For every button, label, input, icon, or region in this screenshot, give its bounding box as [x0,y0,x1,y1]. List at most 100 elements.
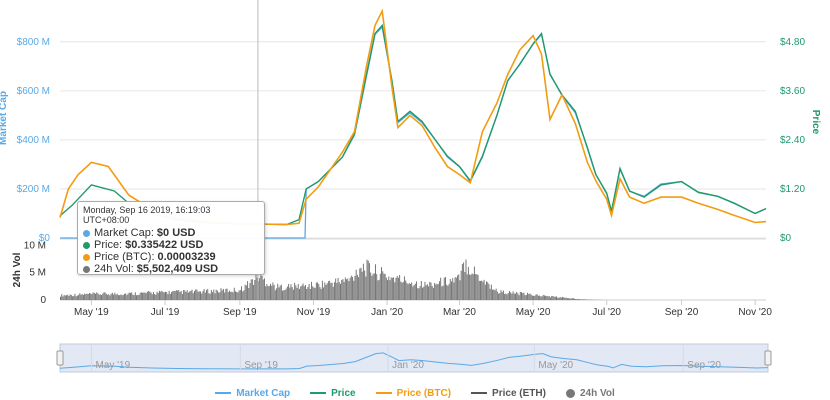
volume-bar [489,288,491,300]
volume-bar [273,284,275,300]
navigator-left-handle[interactable] [56,350,64,366]
volume-bar [393,277,395,300]
volume-bar [94,293,96,300]
volume-bar [132,294,134,300]
volume-bar [368,263,370,300]
volume-bar [104,292,106,300]
volume-bar [569,298,571,300]
navigator-right-handle[interactable] [764,350,772,366]
volume-bar [221,290,223,300]
volume-bar [314,287,316,300]
volume-bar [154,294,156,300]
legend-item-price[interactable]: Price [310,386,356,400]
volume-bar [378,279,380,300]
tooltip-row-price: Price: $0.335422 USD [83,239,259,251]
volume-bar [140,292,142,300]
volume-bar [506,294,508,300]
volume-bar [247,281,249,300]
legend-item-price_btc[interactable]: Price (BTC) [375,386,451,400]
volume-bar [204,292,206,300]
volume-bar [283,290,285,300]
volume-bar [101,295,103,300]
range-navigator[interactable]: May '19 Sep '19 Jan '20 May '20 Sep '20 [56,343,772,373]
tooltip-row-label: Price (BTC): [94,251,155,263]
volume-bar [129,292,131,300]
volume-bar [338,282,340,300]
volume-bar [453,282,455,300]
legend-item-volume[interactable]: 24h Vol [565,386,615,400]
volume-bar [120,294,122,300]
volume-bar [292,289,294,300]
volume-bar [523,292,525,300]
volume-bar [493,289,495,300]
volume-bar [554,296,556,300]
volume-bar [142,292,144,300]
volume-bar [62,296,64,300]
volume-bar [249,283,251,300]
volume-bar [389,280,391,300]
volume-bar [203,289,205,300]
volume-bar [308,283,310,300]
x-tick-label: Nov '20 [738,307,772,318]
volume-bar [96,292,98,300]
volume-bar [74,293,76,300]
volume-bar [331,282,333,300]
legend-swatch-icon [310,392,327,394]
volume-bar [295,285,297,300]
volume-bar [411,282,413,300]
volume-bar [356,274,358,300]
volume-bar [150,292,152,300]
legend-item-market_cap[interactable]: Market Cap [215,386,290,400]
volume-bar [66,295,68,300]
volume-bar [381,267,383,300]
volume-bar [171,292,173,300]
volume-bar [549,297,551,300]
volume-bar [408,283,410,300]
volume-bar [405,280,407,300]
right-tick-label: $4.80 [780,37,805,48]
volume-bar [349,277,351,300]
volume-bar [390,277,392,300]
volume-bar [583,299,585,300]
legend-label: Market Cap [236,387,291,399]
axis-tick-labels: $0 $200 M $400 M $600 M $800 M $0 $1.20 $2.40 $3… [17,37,806,318]
volume-bar [367,260,369,300]
volume-bar [431,286,433,300]
volume-bar [227,292,229,300]
volume-bar [271,285,273,300]
volume-bar [507,293,509,300]
volume-bar [162,291,164,300]
legend-item-price_eth[interactable]: Price (ETH) [471,386,546,400]
volume-bar [442,285,444,300]
volume-bar [279,285,281,300]
volume-bar [179,292,181,300]
volume-bar [260,275,262,300]
volume-bar [119,295,121,300]
volume-bar [220,288,222,300]
volume-bar [137,294,139,300]
legend-swatch-icon [215,392,232,394]
volume-bar [545,295,547,300]
tooltip-series-dot-icon [83,265,90,273]
volume-bar [471,273,473,300]
volume-bar [373,273,375,300]
x-tick-label: Jul '20 [592,307,621,318]
volume-bar [304,284,306,300]
volume-bar [231,291,233,300]
volume-bar [459,280,461,300]
volume-bar [67,294,69,300]
volume-bar [574,298,576,300]
volume-bar [444,276,446,300]
volume-bar [127,293,129,300]
volume-bar [123,293,125,300]
volume-bar [243,290,245,300]
x-tick-label: Jul '19 [151,307,180,318]
volume-bar [546,295,548,300]
volume-bar [473,266,475,300]
volume-bar [324,282,326,300]
volume-bar [556,296,558,300]
volume-bar [82,294,84,300]
volume-bar [365,276,367,300]
volume-bar [562,297,564,300]
volume-bar [222,288,224,300]
